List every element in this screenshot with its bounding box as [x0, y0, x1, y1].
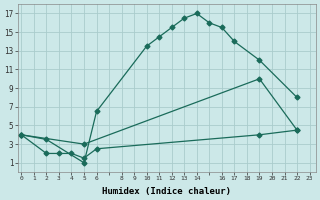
- X-axis label: Humidex (Indice chaleur): Humidex (Indice chaleur): [102, 187, 231, 196]
